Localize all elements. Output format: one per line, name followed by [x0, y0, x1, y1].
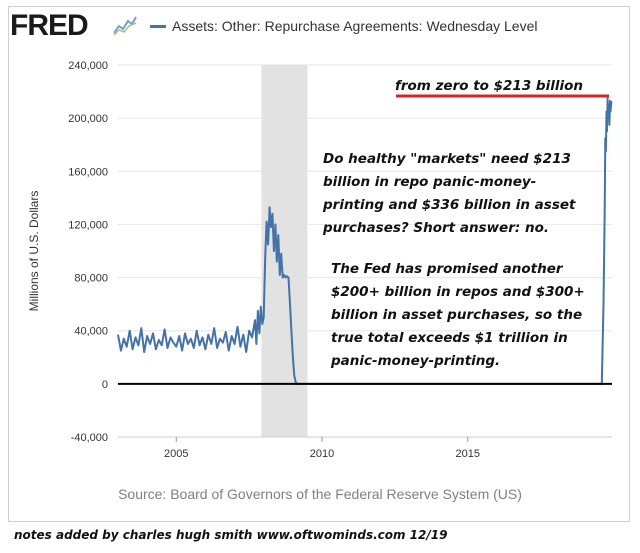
recession-band: [261, 65, 308, 437]
footer-note: notes added by charles hugh smith www.of…: [14, 528, 448, 542]
annotations: from zero to $213 billion Do healthy "mar…: [322, 78, 609, 369]
plot-area: [118, 65, 612, 437]
annotation-promise-line: The Fed has promised another: [331, 261, 564, 277]
fred-logo[interactable]: FRED: [10, 9, 89, 42]
legend-swatch: [150, 24, 166, 28]
x-tick-label: 2010: [310, 448, 334, 460]
annotation-promise-line: panic-money-printing.: [330, 353, 500, 369]
y-tick-label: 0: [102, 379, 108, 391]
x-axis: 2005 2010 2015: [118, 436, 612, 460]
annotation-promise-line: true total exceeds $1 trillion in: [331, 330, 568, 346]
y-axis-label: Millions of U.S. Dollars: [27, 191, 41, 312]
x-tick-label: 2005: [164, 448, 188, 460]
annotation-headline: from zero to $213 billion: [395, 78, 583, 94]
line-chart-icon: [113, 14, 137, 36]
annotation-question-line: purchases? Short answer: no.: [322, 220, 549, 236]
y-tick-label: 160,000: [68, 166, 108, 178]
y-tick-label: 40,000: [74, 326, 108, 338]
x-tick-label: 2015: [455, 448, 479, 460]
y-axis: -40,000 0 40,000 80,000 120,000 160,000 200,00…: [68, 60, 108, 444]
y-tick-label: -40,000: [71, 432, 108, 444]
series-legend: Assets: Other: Repurchase Agreements: We…: [150, 18, 538, 34]
annotation-question-line: printing and $336 billion in asset: [322, 197, 576, 213]
annotation-promise-line: $200+ billion in repos and $300+: [331, 284, 585, 300]
recession-shading: [261, 65, 308, 437]
y-tick-label: 120,000: [68, 219, 108, 231]
annotation-question-line: billion in repo panic-money-: [323, 174, 536, 190]
plot-background: [118, 65, 612, 437]
source-note: Source: Board of Governors of the Federa…: [118, 486, 522, 502]
series-title: Assets: Other: Repurchase Agreements: We…: [172, 18, 538, 34]
y-tick-label: 240,000: [68, 60, 108, 72]
y-tick-label: 200,000: [68, 113, 108, 125]
annotation-promise-line: billion in asset purchases, so the: [331, 307, 582, 323]
annotation-question-line: Do healthy "markets" need $213: [323, 151, 571, 167]
y-tick-label: 80,000: [74, 273, 108, 285]
